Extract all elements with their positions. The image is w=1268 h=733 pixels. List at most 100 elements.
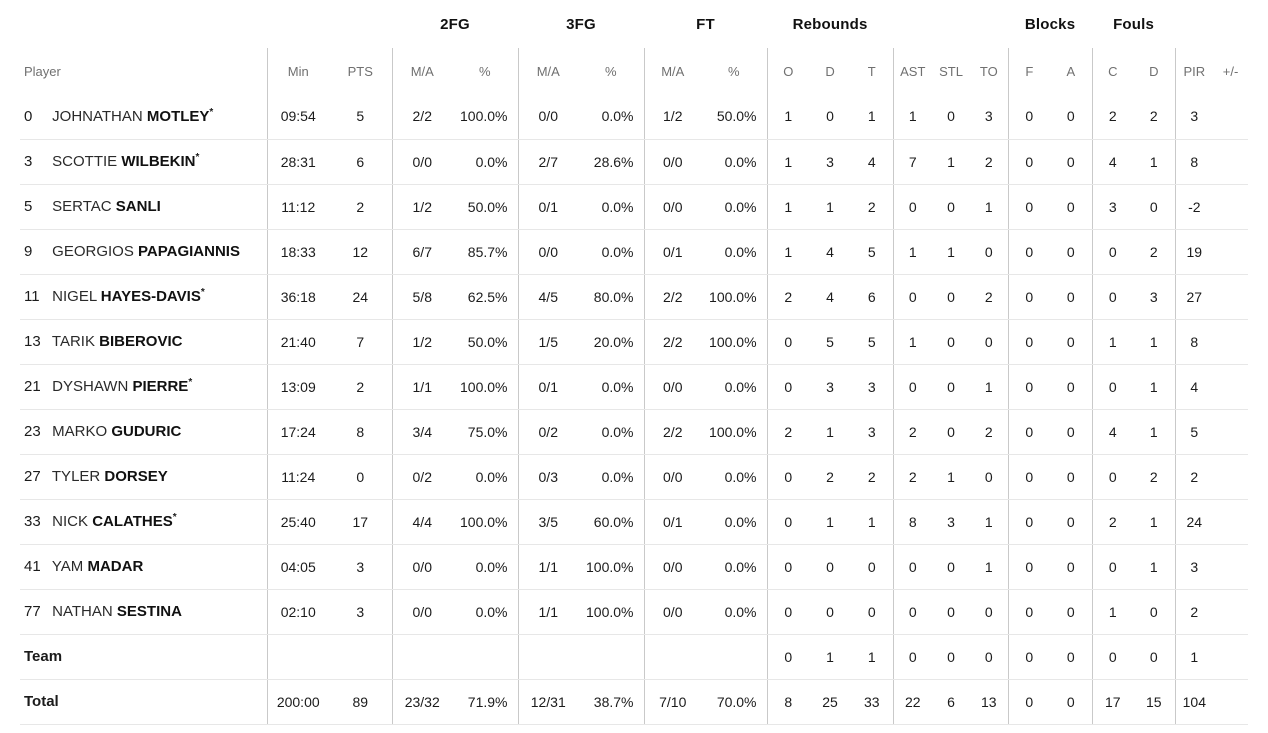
- stat-cell: 1: [809, 409, 852, 455]
- stat-cell: 0: [1050, 589, 1093, 635]
- stat-cell: 3: [1091, 184, 1134, 230]
- col-2fg-ma: M/A: [391, 48, 452, 94]
- table-row: 0 JOHNATHAN MOTLEY* 09:54 5 2/2 100.0% 0/0 0.0…: [20, 94, 1249, 140]
- stat-cell: 0/0: [643, 364, 701, 410]
- stat-cell: 38.7%: [578, 679, 644, 725]
- stat-cell: 1: [1091, 589, 1134, 635]
- col-reb-d: D: [825, 63, 835, 79]
- stat-cell: 4: [851, 139, 894, 185]
- stat-cell: 2: [1174, 454, 1214, 500]
- stat-cell: 7: [892, 139, 933, 185]
- stat-cell: 2/7: [517, 139, 578, 185]
- stat-cell: [578, 634, 644, 680]
- stat-cell: 20.0%: [578, 319, 644, 365]
- stat-cell: 1/1: [517, 544, 578, 590]
- stat-cell: 11:24: [266, 454, 329, 500]
- stat-cell: 0: [1050, 139, 1093, 185]
- group-spacer: [893, 0, 1008, 48]
- stat-cell: 1: [851, 94, 894, 140]
- stat-cell: 0: [851, 544, 894, 590]
- stat-cell: [643, 634, 701, 680]
- stat-cell: 1: [970, 544, 1009, 590]
- stat-cell: 104: [1174, 679, 1214, 725]
- table-row: 5 SERTAC SANLI 11:12 2 1/2 50.0% 0/1 0.0% 0/0 0.…: [20, 184, 1249, 230]
- col-foul-c: C: [1091, 48, 1134, 94]
- stat-cell: 60.0%: [578, 499, 644, 545]
- stat-cell: 3: [329, 544, 392, 590]
- stat-cell: 2: [1091, 499, 1134, 545]
- starter-mark: *: [172, 512, 177, 523]
- stat-cell: 3: [809, 139, 852, 185]
- stat-cell: 0: [1007, 589, 1051, 635]
- stat-cell: [1213, 94, 1249, 140]
- player-last-name: DORSEY: [104, 468, 168, 485]
- stat-cell: 3: [932, 499, 971, 545]
- stat-cell: 2: [970, 139, 1009, 185]
- stat-cell: 17: [329, 499, 392, 545]
- stat-cell: 0: [1007, 499, 1051, 545]
- stat-cell: 0/0: [643, 544, 701, 590]
- stat-cell: 18:33: [266, 229, 329, 275]
- stat-cell: 3: [851, 364, 894, 410]
- stat-cell: 3: [1133, 274, 1176, 320]
- jersey-number: 21: [24, 378, 41, 395]
- stat-cell: 1: [892, 319, 933, 365]
- stat-cell: 1/2: [391, 319, 452, 365]
- starter-mark: *: [195, 152, 200, 163]
- stat-cell: 0: [1050, 364, 1093, 410]
- stat-cell: [1213, 634, 1249, 680]
- stat-cell: 5: [1174, 409, 1214, 455]
- stat-cell: 2: [970, 274, 1009, 320]
- player-last-name: HAYES-DAVIS: [100, 288, 201, 305]
- col-blk-f: F: [1007, 48, 1051, 94]
- stat-cell: 0: [1091, 634, 1134, 680]
- stat-cell: 1: [766, 184, 810, 230]
- stat-cell: [1213, 454, 1249, 500]
- stat-cell: 5: [851, 229, 894, 275]
- stat-cell: [1213, 229, 1249, 275]
- stat-cell: 0: [1091, 229, 1134, 275]
- stat-cell: 12/31: [517, 679, 578, 725]
- stat-cell: 17:24: [266, 409, 329, 455]
- stat-cell: 0: [1007, 364, 1051, 410]
- stat-cell: [1213, 139, 1249, 185]
- stat-cell: 2: [851, 184, 894, 230]
- stat-cell: 4: [1091, 139, 1134, 185]
- stat-cell: 2: [970, 409, 1009, 455]
- stat-cell: 15: [1133, 679, 1176, 725]
- stat-cell: 2: [1091, 94, 1134, 140]
- stat-cell: 62.5%: [452, 274, 518, 320]
- team-row-label: Team: [20, 634, 267, 680]
- col-blk-a: A: [1066, 63, 1076, 79]
- player-name-cell: 3 SCOTTIE WILBEKIN*: [20, 139, 267, 185]
- stat-cell: 2: [1133, 229, 1176, 275]
- stat-cell: 0: [851, 589, 894, 635]
- stat-cell: 0: [932, 319, 971, 365]
- stat-cell: 36:18: [266, 274, 329, 320]
- stat-cell: 2/2: [643, 409, 701, 455]
- stat-cell: 2: [851, 454, 894, 500]
- player-name-cell: 23 MARKO GUDURIC: [20, 409, 267, 455]
- stat-cell: 2: [1133, 94, 1176, 140]
- group-blocks: Blocks: [1024, 15, 1076, 33]
- stat-cell: 0: [1050, 679, 1093, 725]
- stat-cell: 0: [892, 634, 933, 680]
- player-name-cell: 21 DYSHAWN PIERRE*: [20, 364, 267, 410]
- jersey-number: 13: [24, 333, 41, 350]
- stat-cell: 5: [851, 319, 894, 365]
- stat-cell: 0/1: [517, 364, 578, 410]
- player-first-name: GEORGIOS: [48, 243, 139, 260]
- starter-mark: *: [209, 106, 214, 118]
- stat-cell: 0: [1133, 184, 1176, 230]
- player-first-name: MARKO: [48, 423, 112, 440]
- stat-cell: 0.0%: [701, 589, 768, 635]
- stat-cell: 0: [1007, 94, 1051, 140]
- player-first-name: YAM: [48, 558, 88, 575]
- stat-cell: 85.7%: [452, 229, 518, 275]
- stat-cell: 1: [766, 94, 810, 140]
- player-last-name: SANLI: [115, 198, 161, 215]
- stat-cell: 0.0%: [701, 139, 768, 185]
- jersey-number: 3: [24, 153, 33, 170]
- stat-cell: 6: [329, 139, 392, 185]
- stat-cell: 100.0%: [578, 589, 644, 635]
